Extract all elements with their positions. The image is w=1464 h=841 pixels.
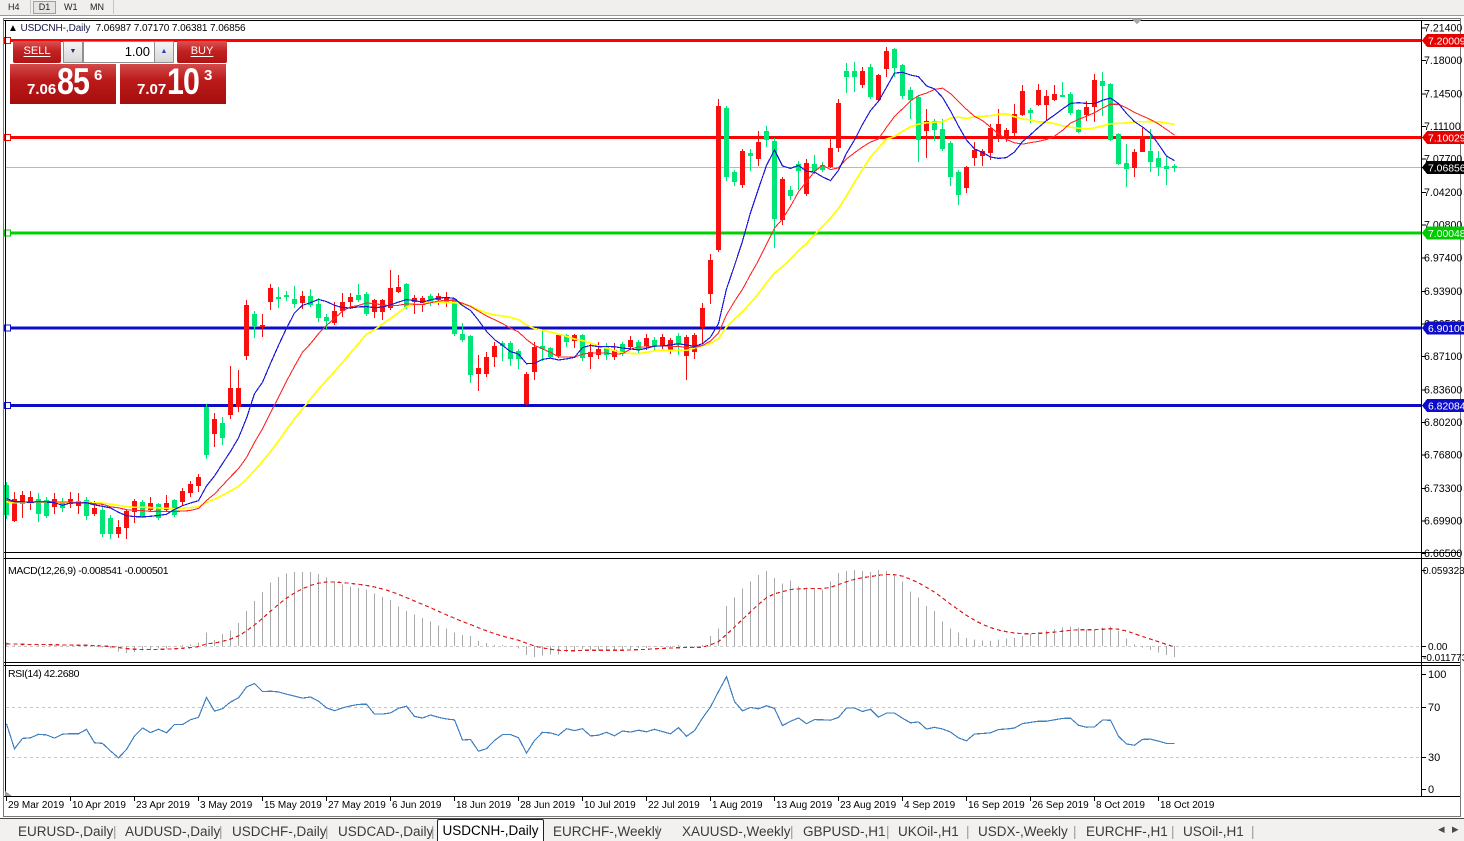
svg-text:4 Sep 2019: 4 Sep 2019: [904, 800, 956, 811]
svg-text:23 Aug 2019: 23 Aug 2019: [840, 800, 897, 811]
svg-text:30: 30: [1428, 752, 1440, 764]
svg-text:13 Aug 2019: 13 Aug 2019: [776, 800, 833, 811]
svg-text:16 Sep 2019: 16 Sep 2019: [968, 800, 1025, 811]
svg-text:6.76800: 6.76800: [1424, 449, 1462, 461]
svg-text:6.66500: 6.66500: [1424, 548, 1462, 560]
svg-text:29 Mar 2019: 29 Mar 2019: [8, 800, 65, 811]
svg-text:6.80200: 6.80200: [1424, 417, 1462, 429]
svg-text:6.97400: 6.97400: [1424, 252, 1462, 264]
svg-text:10 Apr 2019: 10 Apr 2019: [72, 800, 126, 811]
svg-text:0: 0: [1428, 784, 1434, 796]
svg-text:6.69900: 6.69900: [1424, 516, 1462, 528]
svg-text:0.00: 0.00: [1428, 642, 1448, 653]
svg-text:7.20009: 7.20009: [1428, 37, 1464, 48]
svg-text:6.73300: 6.73300: [1424, 483, 1462, 495]
svg-text:26 Sep 2019: 26 Sep 2019: [1032, 800, 1089, 811]
svg-text:3 May 2019: 3 May 2019: [200, 800, 253, 811]
svg-text:-0.011773: -0.011773: [1423, 653, 1464, 664]
svg-text:23 Apr 2019: 23 Apr 2019: [136, 800, 190, 811]
svg-text:6.90100: 6.90100: [1428, 324, 1464, 335]
svg-text:1 Aug 2019: 1 Aug 2019: [712, 800, 763, 811]
svg-text:70: 70: [1428, 702, 1440, 714]
svg-text:15 May 2019: 15 May 2019: [264, 800, 322, 811]
svg-text:7.18000: 7.18000: [1424, 55, 1462, 67]
svg-text:6.93900: 6.93900: [1424, 286, 1462, 298]
svg-text:7.14500: 7.14500: [1424, 89, 1462, 101]
svg-text:6.87100: 6.87100: [1424, 351, 1462, 363]
svg-text:28 Jun 2019: 28 Jun 2019: [520, 800, 575, 811]
svg-text:6.82084: 6.82084: [1428, 402, 1464, 413]
svg-text:7.06856: 7.06856: [1428, 164, 1464, 175]
svg-text:6 Jun 2019: 6 Jun 2019: [392, 800, 442, 811]
svg-text:7.21400: 7.21400: [1424, 23, 1462, 35]
svg-text:6.83600: 6.83600: [1424, 384, 1462, 396]
svg-text:0.059323: 0.059323: [1423, 566, 1464, 577]
svg-text:8 Oct 2019: 8 Oct 2019: [1096, 800, 1145, 811]
svg-text:7.04200: 7.04200: [1424, 187, 1462, 199]
svg-text:18 Jun 2019: 18 Jun 2019: [456, 800, 511, 811]
svg-text:18 Oct 2019: 18 Oct 2019: [1160, 800, 1215, 811]
svg-text:22 Jul 2019: 22 Jul 2019: [648, 800, 700, 811]
svg-text:10 Jul 2019: 10 Jul 2019: [584, 800, 636, 811]
svg-text:7.00048: 7.00048: [1428, 229, 1464, 240]
svg-text:7.11100: 7.11100: [1424, 121, 1461, 133]
svg-text:100: 100: [1428, 669, 1446, 681]
svg-text:7.10029: 7.10029: [1428, 134, 1464, 145]
svg-text:27 May 2019: 27 May 2019: [328, 800, 386, 811]
